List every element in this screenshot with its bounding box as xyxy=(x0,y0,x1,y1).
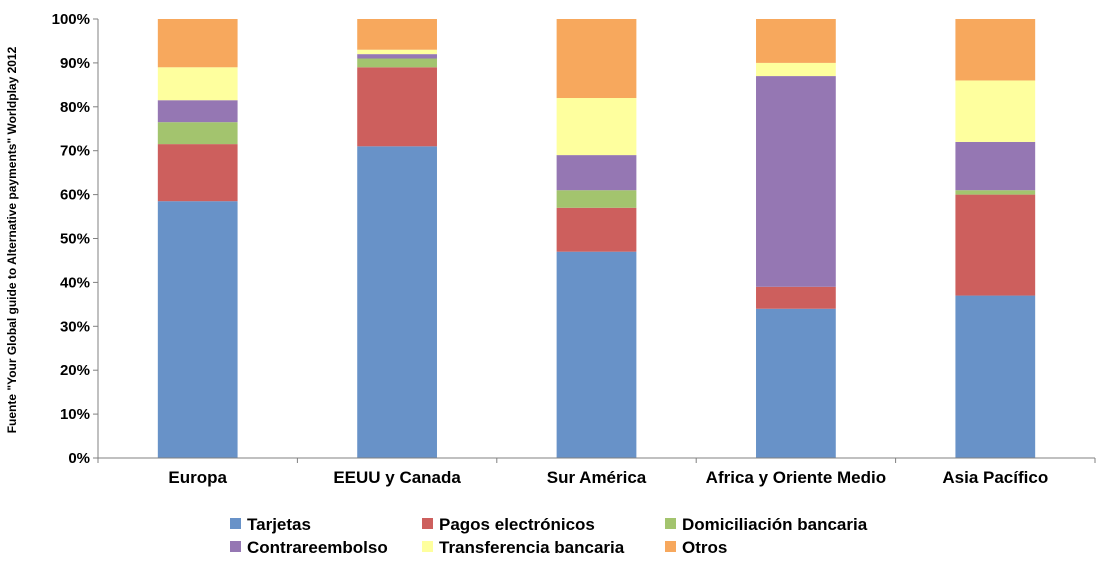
x-axis-categories: Europa EEUU y Canada Sur América Africa y O… xyxy=(97,458,1096,487)
y-tick-label: 60% xyxy=(60,187,90,204)
x-category-label: Europa xyxy=(168,468,227,487)
y-axis-ticks: 0% 10% 20% 30% 40% 50% 60% 70% 80% 90% 100% xyxy=(52,11,98,467)
y-tick-label: 100% xyxy=(52,11,90,28)
bar-segment-pagos-electr-nicos xyxy=(556,207,637,252)
x-category-label: Africa y Oriente Medio xyxy=(706,468,886,487)
bar-segment-domiciliaci-n-bancaria xyxy=(157,122,238,145)
y-tick-label: 0% xyxy=(68,450,90,467)
legend-label: Pagos electrónicos xyxy=(439,515,595,534)
legend-swatch xyxy=(665,541,676,552)
y-axis-label: Fuente "Your Global guide to Alternative… xyxy=(5,46,19,433)
bar-segment-otros xyxy=(357,19,437,50)
bar-segment-transferencia-bancaria xyxy=(357,49,437,55)
bar-segment-domiciliaci-n-bancaria xyxy=(357,58,437,68)
y-tick-label: 70% xyxy=(60,143,90,160)
legend-label: Tarjetas xyxy=(247,515,311,534)
bar-segment-transferencia-bancaria xyxy=(955,80,1036,142)
x-category-label: EEUU y Canada xyxy=(333,468,461,487)
y-tick-label: 20% xyxy=(60,362,90,379)
legend-label: Transferencia bancaria xyxy=(439,538,625,557)
bar-segment-otros xyxy=(157,19,238,68)
bars xyxy=(157,19,1036,458)
x-category-label: Asia Pacífico xyxy=(942,468,1048,487)
bar-segment-contrareembolso xyxy=(955,141,1036,191)
bar-segment-otros xyxy=(955,19,1036,81)
bar-segment-pagos-electr-nicos xyxy=(756,286,836,309)
bar-segment-domiciliaci-n-bancaria xyxy=(955,190,1036,195)
y-tick-label: 10% xyxy=(60,406,90,423)
bar-segment-transferencia-bancaria xyxy=(756,62,836,77)
bar-segment-transferencia-bancaria xyxy=(157,67,238,101)
axes xyxy=(97,19,1095,459)
legend: Tarjetas Pagos electrónicos Domiciliación … xyxy=(230,515,868,557)
bar-segment-tarjetas xyxy=(157,201,238,458)
bar-segment-contrareembolso xyxy=(556,155,637,191)
bar-segment-contrareembolso xyxy=(357,54,437,59)
x-category-label: Sur América xyxy=(547,468,647,487)
legend-swatch xyxy=(422,541,433,552)
bar-segment-otros xyxy=(556,19,637,99)
bar-segment-otros xyxy=(756,19,836,63)
bar-segment-contrareembolso xyxy=(756,76,836,287)
legend-swatch xyxy=(422,518,433,529)
bar-segment-contrareembolso xyxy=(157,100,238,123)
y-tick-label: 40% xyxy=(60,274,90,291)
y-tick-label: 80% xyxy=(60,99,90,116)
bar-segment-tarjetas xyxy=(556,251,637,458)
bar-segment-pagos-electr-nicos xyxy=(357,67,437,147)
legend-swatch xyxy=(230,541,241,552)
legend-swatch xyxy=(665,518,676,529)
bar-segment-tarjetas xyxy=(357,146,437,458)
y-tick-label: 30% xyxy=(60,318,90,335)
legend-label: Domiciliación bancaria xyxy=(682,515,868,534)
bar-segment-tarjetas xyxy=(955,295,1036,458)
legend-swatch xyxy=(230,518,241,529)
bar-segment-transferencia-bancaria xyxy=(556,98,637,156)
legend-label: Otros xyxy=(682,538,727,557)
bar-segment-pagos-electr-nicos xyxy=(157,144,238,202)
y-tick-label: 90% xyxy=(60,55,90,72)
bar-segment-domiciliaci-n-bancaria xyxy=(556,190,637,208)
legend-label: Contrareembolso xyxy=(247,538,388,557)
bar-segment-pagos-electr-nicos xyxy=(955,194,1036,296)
y-tick-label: 50% xyxy=(60,231,90,248)
bar-segment-tarjetas xyxy=(756,308,836,458)
